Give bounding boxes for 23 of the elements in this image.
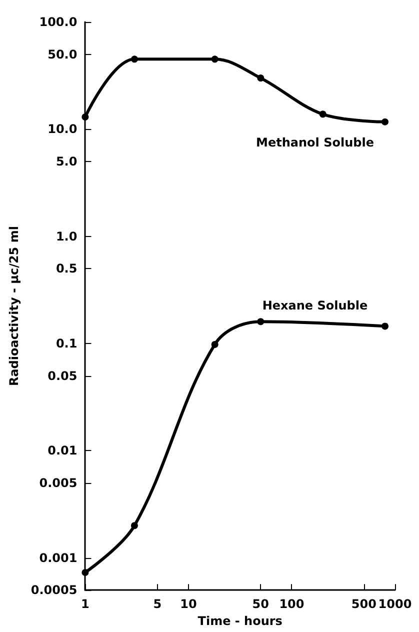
- y-tick-label: 0.5: [56, 262, 78, 276]
- series-label: Methanol Soluble: [256, 135, 374, 150]
- y-tick-label: 0.0005: [30, 583, 78, 598]
- x-axis-title: Time - hours: [198, 614, 282, 628]
- x-tick-label: 10: [180, 597, 197, 612]
- x-tick-label: 5: [153, 597, 162, 612]
- series-label: Hexane Soluble: [262, 298, 368, 313]
- x-tick-label: 100: [279, 597, 304, 612]
- y-tick-label: 0.1: [56, 336, 78, 351]
- y-axis-title: Radioactivity - μc/25 ml: [7, 226, 21, 386]
- y-tick-label: 0.001: [39, 550, 78, 565]
- y-tick-label: 50.0: [48, 47, 78, 62]
- x-tick-label: 500: [351, 597, 376, 612]
- x-tick-label: 50: [252, 597, 269, 612]
- y-tick-label: 10.0: [48, 122, 78, 136]
- y-tick-label: 0.01: [48, 444, 78, 458]
- x-tick-label: 1: [81, 597, 90, 612]
- y-tick-label: 5.0: [56, 154, 78, 168]
- y-tick-label: 0.005: [39, 476, 78, 490]
- y-tick-label: 100.0: [39, 15, 78, 29]
- y-tick-label: 1.0: [56, 229, 78, 244]
- y-tick-label: 0.05: [48, 368, 78, 383]
- x-tick-label: 1000: [378, 597, 412, 612]
